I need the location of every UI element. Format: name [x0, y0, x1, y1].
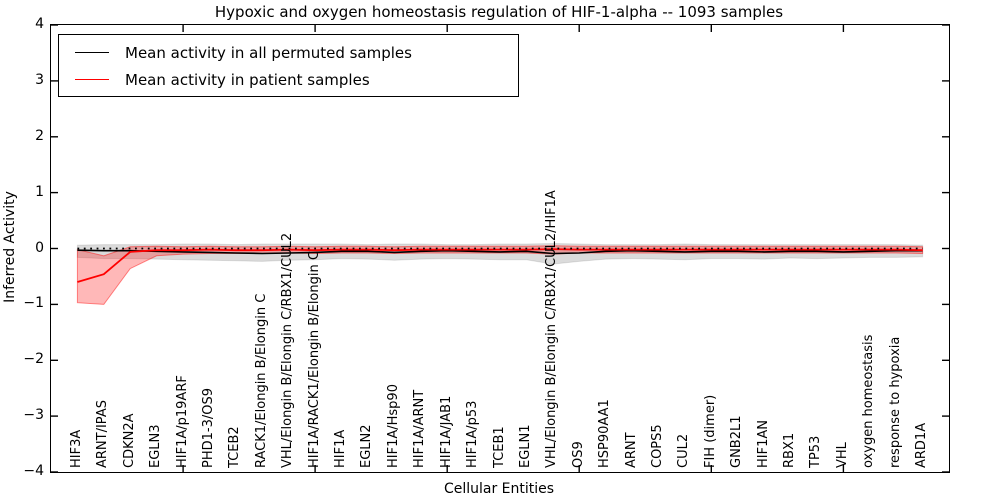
- legend-label: Mean activity in all permuted samples: [125, 43, 412, 62]
- line-patient-mean: [77, 248, 923, 283]
- x-category-label: PHD1-3/OS9: [200, 388, 216, 468]
- x-category-label: HIF1A: [333, 429, 349, 468]
- x-category-label: HIF1AN: [755, 420, 771, 468]
- x-category-label: OS9: [570, 441, 586, 468]
- chart-svg: [51, 25, 949, 472]
- y-axis-tick-label: 4: [35, 16, 44, 32]
- x-category-label: HIF1A/ARNT: [412, 389, 428, 468]
- x-category-label: TCEB2: [227, 426, 243, 468]
- x-category-label: EGLN1: [517, 424, 533, 468]
- y-axis-tick-label: 1: [35, 183, 44, 200]
- x-category-label: RBX1: [782, 432, 798, 468]
- x-category-label: TP53: [808, 435, 824, 468]
- x-category-label: oxygen homeostasis: [861, 334, 877, 468]
- x-category-label: GNB2L1: [729, 415, 745, 468]
- x-category-label: COPS5: [649, 424, 665, 468]
- legend-item: Mean activity in patient samples: [75, 66, 518, 93]
- x-category-label: EGLN2: [359, 424, 375, 468]
- legend: Mean activity in all permuted samples Mea…: [58, 34, 519, 97]
- y-axis-tick-label: −2: [23, 351, 44, 368]
- x-category-label: EGLN3: [148, 424, 164, 468]
- y-axis-tick-label: 3: [35, 71, 44, 88]
- legend-item: Mean activity in all permuted samples: [75, 39, 518, 66]
- x-category-label: response to hypoxia: [887, 336, 903, 468]
- x-category-label: HIF3A: [68, 429, 84, 468]
- x-category-label: HSP90AA1: [597, 399, 613, 468]
- y-axis-tick-label: 2: [35, 127, 44, 144]
- x-category-label: CDKN2A: [121, 413, 137, 468]
- legend-line-permuted-icon: [75, 52, 109, 53]
- y-axis-tick-label: −3: [23, 407, 44, 424]
- x-category-label: VHL/Elongin B/Elongin C/RBX1/CUL2: [280, 232, 296, 468]
- x-category-label: HIF1A/JAB1: [438, 395, 454, 468]
- x-axis-title: Cellular Entities: [443, 481, 555, 497]
- x-category-label: HIF1A/Hsp90: [385, 384, 401, 468]
- y-axis-tick-label: −1: [23, 295, 44, 312]
- x-category-label: ARNT: [623, 432, 639, 468]
- y-axis-tick-label: 0: [35, 239, 44, 256]
- x-category-label: HIF1A/p19ARF: [174, 375, 190, 468]
- chart-title: Hypoxic and oxygen homeostasis regulatio…: [214, 3, 784, 21]
- legend-label: Mean activity in patient samples: [125, 70, 370, 89]
- y-axis-title: Inferred Activity: [2, 191, 18, 303]
- x-category-label: FIH (dimer): [702, 394, 718, 468]
- x-category-label: ARNT/IPAS: [95, 400, 111, 468]
- line-permuted-mean: [77, 249, 923, 255]
- x-category-label: ARD1A: [914, 422, 930, 468]
- legend-line-patient-icon: [75, 79, 109, 80]
- x-category-label: TCEB1: [491, 426, 507, 468]
- x-category-label: HIF1A/p53: [465, 400, 481, 468]
- x-category-label: VHL: [834, 442, 850, 468]
- x-category-label: HIF1A/RACK1/Elongin B/Elongin C: [306, 251, 322, 468]
- x-category-label: RACK1/Elongin B/Elongin C: [253, 293, 269, 468]
- y-axis-tick-label: −4: [23, 463, 44, 479]
- plot-area: [50, 24, 950, 473]
- x-category-label: VHL/Elongin B/Elongin C/RBX1/CUL2/HIF1A: [544, 190, 560, 468]
- x-category-label: CUL2: [676, 433, 692, 468]
